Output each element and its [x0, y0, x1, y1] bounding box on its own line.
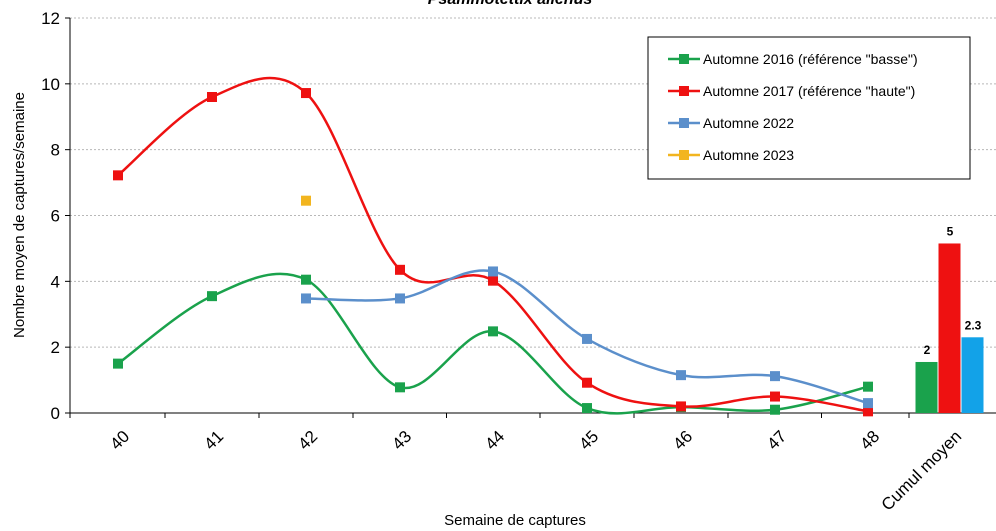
- series-3: [301, 266, 873, 409]
- y-tick-label: 8: [51, 141, 60, 160]
- axes: [65, 17, 996, 418]
- cumul-bar-label: 2.3: [965, 318, 982, 332]
- x-tick-label: 47: [763, 427, 790, 454]
- legend-marker: [679, 118, 689, 128]
- data-point-marker: [582, 377, 592, 388]
- data-point-marker: [301, 293, 311, 304]
- y-tick-label: 4: [51, 272, 60, 291]
- data-point-marker: [395, 382, 405, 393]
- series-4: [301, 195, 311, 206]
- legend-label: Automne 2022: [703, 115, 794, 131]
- data-point-marker: [207, 291, 217, 302]
- x-tick-label: 43: [388, 427, 415, 454]
- y-axis-label: Nombre moyen de captures/semaine: [11, 92, 28, 338]
- legend-marker: [679, 54, 689, 64]
- data-point-marker: [301, 195, 311, 206]
- legend-label: Automne 2017 (référence "haute"): [703, 83, 915, 99]
- cumul-bar: [961, 337, 984, 413]
- series-1: [113, 272, 873, 415]
- legend-box: [647, 36, 971, 180]
- x-tick-label: 48: [856, 427, 883, 454]
- data-point-marker: [207, 92, 217, 102]
- x-tick-label: Cumul moyen: [878, 427, 966, 515]
- legend: Automne 2016 (référence "basse") Automne …: [647, 36, 971, 180]
- x-tick-label: 42: [294, 427, 321, 454]
- legend-label: Automne 2023: [703, 147, 794, 163]
- cumul-bar: [915, 361, 938, 413]
- data-point-marker: [770, 371, 780, 382]
- legend-marker: [679, 86, 689, 96]
- data-point-marker: [676, 401, 686, 412]
- data-point-marker: [488, 275, 498, 286]
- data-point-marker: [582, 333, 592, 344]
- y-tick-label: 2: [51, 338, 60, 357]
- data-point-marker: [113, 358, 123, 369]
- y-tick-label: 12: [41, 9, 60, 28]
- data-point-marker: [770, 404, 780, 415]
- y-tick-labels: 0 2 4 6 8 10 12: [41, 9, 60, 423]
- data-point-marker: [301, 274, 311, 285]
- series-lines: [113, 76, 873, 417]
- cumul-bars: 252.3: [915, 224, 984, 413]
- data-point-marker: [395, 264, 405, 275]
- data-point-marker: [301, 88, 311, 99]
- x-tick-label: 40: [106, 427, 133, 454]
- data-point-marker: [488, 326, 498, 337]
- y-tick-label: 0: [51, 404, 60, 423]
- chart-title: Psammotettix alienus: [428, 0, 593, 8]
- cumul-bar-label: 2: [924, 343, 931, 357]
- data-point-marker: [488, 266, 498, 277]
- data-point-marker: [863, 381, 873, 392]
- data-point-marker: [863, 406, 873, 417]
- y-tick-label: 10: [41, 75, 60, 94]
- data-point-marker: [582, 403, 592, 414]
- cumul-bar: [938, 243, 961, 413]
- x-tick-label: 46: [669, 427, 696, 454]
- legend-marker: [679, 150, 689, 160]
- series-line: [117, 272, 869, 415]
- legend-label: Automne 2016 (référence "basse"): [703, 51, 918, 67]
- cumul-bar-label: 5: [947, 224, 954, 238]
- data-point-marker: [676, 370, 686, 381]
- x-tick-label: 45: [575, 427, 602, 454]
- data-point-marker: [395, 293, 405, 304]
- data-point-marker: [863, 398, 873, 409]
- x-tick-label: 44: [481, 427, 508, 454]
- data-point-marker: [113, 170, 123, 181]
- x-axis-label: Semaine de captures: [444, 512, 586, 529]
- series-2: [113, 76, 873, 417]
- series-line: [117, 76, 869, 413]
- x-tick-label: 41: [200, 427, 227, 454]
- y-tick-label: 6: [51, 207, 60, 226]
- data-point-marker: [770, 391, 780, 402]
